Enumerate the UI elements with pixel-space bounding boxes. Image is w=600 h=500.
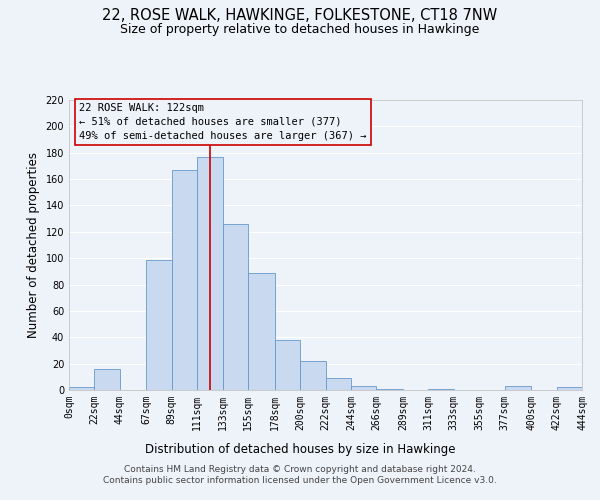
Text: 22, ROSE WALK, HAWKINGE, FOLKESTONE, CT18 7NW: 22, ROSE WALK, HAWKINGE, FOLKESTONE, CT1… bbox=[103, 8, 497, 22]
Bar bbox=[172, 170, 197, 390]
Bar bbox=[376, 388, 403, 390]
Bar bbox=[197, 156, 223, 390]
Text: 22 ROSE WALK: 122sqm
← 51% of detached houses are smaller (377)
49% of semi-deta: 22 ROSE WALK: 122sqm ← 51% of detached h… bbox=[79, 103, 367, 141]
Bar bbox=[351, 386, 376, 390]
Y-axis label: Number of detached properties: Number of detached properties bbox=[27, 152, 40, 338]
Bar bbox=[223, 224, 248, 390]
Bar bbox=[505, 386, 531, 390]
Bar bbox=[428, 388, 454, 390]
Bar bbox=[69, 388, 94, 390]
Bar bbox=[275, 340, 300, 390]
Bar bbox=[146, 260, 172, 390]
Text: Contains HM Land Registry data © Crown copyright and database right 2024.: Contains HM Land Registry data © Crown c… bbox=[124, 465, 476, 474]
Bar bbox=[325, 378, 351, 390]
Bar bbox=[300, 361, 325, 390]
Text: Size of property relative to detached houses in Hawkinge: Size of property relative to detached ho… bbox=[121, 22, 479, 36]
Text: Contains public sector information licensed under the Open Government Licence v3: Contains public sector information licen… bbox=[103, 476, 497, 485]
Bar bbox=[557, 388, 582, 390]
Bar bbox=[94, 369, 120, 390]
Text: Distribution of detached houses by size in Hawkinge: Distribution of detached houses by size … bbox=[145, 442, 455, 456]
Bar bbox=[248, 272, 275, 390]
